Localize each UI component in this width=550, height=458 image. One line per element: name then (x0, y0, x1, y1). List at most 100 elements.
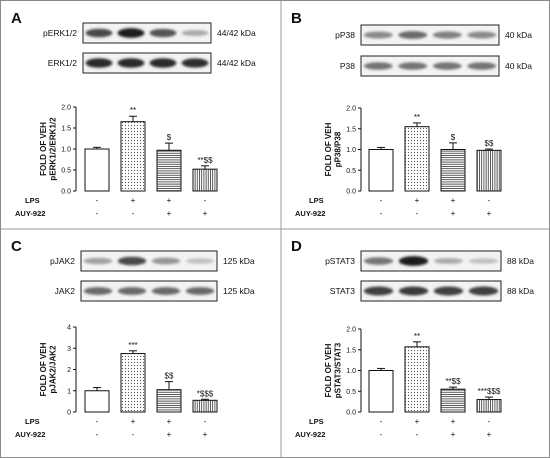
blot-kda-label: 125 kDa (223, 286, 255, 296)
blot-label: ERK1/2 (48, 58, 78, 68)
y-tick-label: 1.5 (61, 126, 71, 133)
blot-label: pP38 (335, 30, 355, 40)
treatment-sign: - (380, 196, 383, 205)
western-blot-erk1-2: ERK1/2 44/42 kDa (48, 52, 256, 74)
blot-band (181, 29, 209, 37)
blot-band (468, 286, 499, 296)
treatment-sign: - (96, 417, 99, 426)
blot-frame (82, 22, 212, 44)
blot-label: pJAK2 (50, 256, 75, 266)
western-blot-pstat3: pSTAT3 88 kDa (325, 250, 534, 272)
treatment-sign: + (167, 196, 172, 205)
y-tick-label: 2.0 (61, 105, 71, 112)
bar (476, 149, 502, 192)
bar (440, 388, 466, 413)
treatment-sign: - (204, 417, 207, 426)
blot-band (433, 257, 464, 265)
treatment-sign: + (131, 196, 136, 205)
treatment-sign: + (203, 209, 208, 218)
treatment-sign: + (451, 209, 456, 218)
treatment-label: AUY-922 (295, 430, 325, 439)
treatment-sign: + (167, 430, 172, 439)
significance-label: ** (414, 332, 420, 341)
blot-kda-label: 88 kDa (507, 256, 534, 266)
significance-label: **$$ (197, 156, 213, 165)
blot-frame (80, 250, 218, 272)
western-blot-stat3: STAT3 88 kDa (330, 280, 534, 302)
bar (156, 389, 182, 413)
blot-label: JAK2 (55, 286, 76, 296)
y-tick-label: 3 (67, 346, 71, 353)
significance-label: *$$$ (197, 389, 214, 398)
blot-kda-label: 40 kDa (505, 30, 532, 40)
blot-band (467, 31, 497, 39)
panel-letter: C (11, 238, 22, 255)
significance-label: **$$ (445, 377, 461, 386)
blot-band (363, 286, 394, 296)
treatment-sign: + (451, 417, 456, 426)
blot-band (363, 31, 393, 39)
bar (476, 399, 502, 413)
treatment-label: LPS (25, 196, 40, 205)
blot-band (432, 62, 462, 70)
treatment-sign: + (131, 417, 136, 426)
treatment-label: AUY-922 (15, 430, 45, 439)
blot-frame (360, 250, 502, 272)
treatment-sign: - (132, 430, 135, 439)
bar-chart: 0 1 2 3 4 FOLD OF VEHpJAK2/JAK2 *** $$ *$$$ (39, 325, 218, 417)
blot-frame (80, 280, 218, 302)
western-blot-pp38: pP38 40 kDa (335, 24, 532, 46)
treatment-label: LPS (309, 417, 324, 426)
treatment-sign: - (416, 209, 419, 218)
y-tick-label: 1 (67, 388, 71, 395)
bar-chart: 0.0 0.5 1.0 1.5 2.0 FOLD OF VEHpSTAT3/STAT3 **… (324, 327, 502, 417)
treatment-sign: + (203, 430, 208, 439)
blot-band (83, 257, 113, 265)
y-tick-label: 0.5 (61, 168, 71, 175)
treatment-label: AUY-922 (295, 209, 325, 218)
blot-band (363, 62, 393, 70)
blot-frame (360, 24, 500, 46)
blot-band (83, 287, 113, 295)
treatment-sign: - (96, 209, 99, 218)
blot-band (85, 28, 113, 38)
treatment-sign: - (380, 417, 383, 426)
treatment-sign: - (204, 196, 207, 205)
y-axis-label: FOLD OF VEHpSTAT3/STAT3 (324, 342, 343, 398)
blot-band (185, 258, 215, 264)
bar (192, 399, 218, 413)
bar (120, 353, 146, 413)
significance-label: ** (414, 113, 420, 122)
blot-frame (360, 280, 502, 302)
treatment-sign: - (96, 430, 99, 439)
y-axis-label: FOLD OF VEHpP38/P38 (324, 122, 343, 176)
treatment-sign: + (415, 417, 420, 426)
bar (84, 390, 110, 413)
treatment-sign: - (488, 417, 491, 426)
blot-band (151, 287, 181, 295)
y-tick-label: 1.0 (346, 147, 356, 154)
blot-band (398, 62, 428, 70)
treatment-sign: - (96, 196, 99, 205)
blot-band (117, 287, 147, 295)
treatment-sign: + (167, 209, 172, 218)
blot-band (117, 256, 147, 266)
treatment-label: LPS (25, 417, 40, 426)
blot-band (398, 256, 429, 266)
treatment-sign: + (451, 196, 456, 205)
y-tick-label: 2.0 (346, 327, 356, 334)
blot-band (181, 58, 209, 68)
blot-label: STAT3 (330, 286, 355, 296)
blot-band (117, 58, 145, 68)
y-tick-label: 1.5 (346, 126, 356, 133)
blot-band (398, 31, 428, 39)
y-tick-label: 1.5 (346, 347, 356, 354)
treatment-sign: + (487, 430, 492, 439)
blot-kda-label: 40 kDa (505, 61, 532, 71)
